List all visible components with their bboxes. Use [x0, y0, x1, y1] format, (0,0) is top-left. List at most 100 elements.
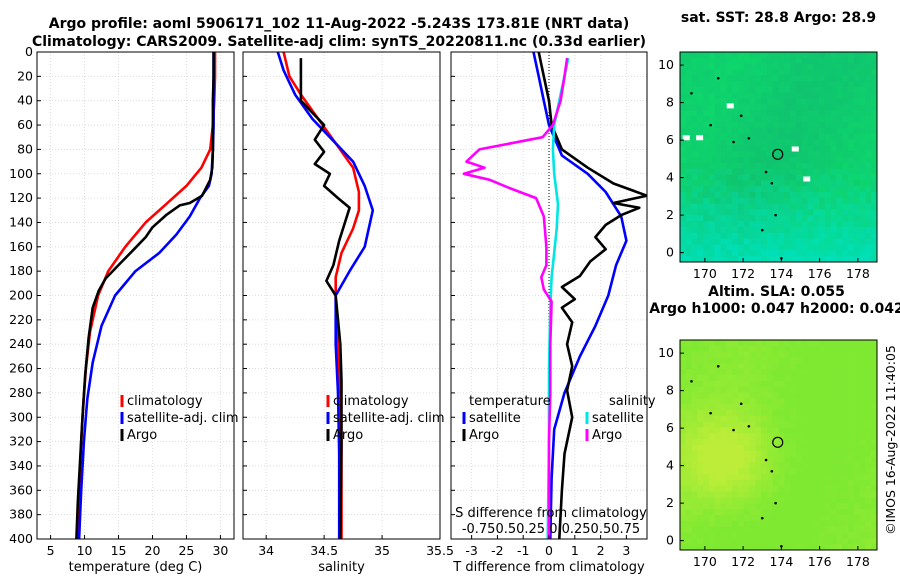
map-cell	[720, 491, 727, 498]
map-cell	[819, 532, 826, 539]
map-cell	[848, 92, 855, 100]
map-cell	[813, 456, 820, 463]
map-cell	[685, 104, 692, 111]
map-cell	[790, 404, 797, 411]
map-cell	[755, 110, 762, 117]
y-tick-label: 320	[9, 434, 33, 449]
map-cell	[853, 122, 861, 129]
map-cell	[784, 380, 791, 388]
map-cell	[848, 168, 855, 175]
map-cell	[726, 386, 733, 393]
map-cell	[801, 392, 808, 399]
map-cell	[842, 174, 849, 181]
map-cell	[853, 157, 861, 164]
map-cell	[865, 98, 872, 105]
map-cell	[830, 192, 837, 199]
map-cell	[737, 256, 745, 263]
map-cell	[813, 133, 820, 140]
map-cell	[714, 81, 721, 88]
map-cell	[772, 215, 779, 222]
map-cell	[691, 532, 698, 539]
map-cell	[755, 468, 762, 475]
map-cell	[755, 92, 762, 100]
map-cell	[830, 485, 837, 493]
map-cell	[680, 122, 687, 129]
map-cell	[737, 532, 745, 539]
map-cell	[778, 98, 785, 105]
map-cell	[720, 340, 727, 347]
map-cell	[720, 244, 727, 251]
map-cell	[726, 415, 733, 423]
map-cell	[853, 244, 861, 251]
map-cell	[732, 468, 739, 475]
map-cell	[743, 363, 750, 370]
map-cell	[766, 491, 774, 498]
map-cell	[871, 104, 878, 111]
map-cell	[819, 122, 826, 129]
map-cell	[784, 503, 791, 510]
map-cell	[830, 357, 837, 364]
map-cell	[813, 92, 820, 100]
map-cell	[830, 227, 837, 234]
map-cell	[708, 168, 716, 175]
map-cell	[737, 238, 745, 245]
map-cell	[726, 456, 733, 463]
map-cell	[865, 392, 872, 399]
map-cell	[720, 174, 727, 181]
map-cell	[726, 474, 733, 481]
map-cell	[807, 244, 814, 251]
map-cell	[778, 203, 785, 210]
map-cell	[737, 122, 745, 129]
map-cell	[726, 133, 733, 140]
map-cell	[761, 480, 768, 487]
y-tick-label: 2	[666, 207, 674, 222]
map-cell	[778, 515, 785, 522]
map-cell	[824, 174, 832, 181]
map-cell	[790, 52, 797, 59]
map-cell	[685, 503, 692, 510]
map-cell	[732, 520, 739, 528]
map-cell	[680, 497, 687, 504]
map-cell	[697, 92, 704, 100]
map-cell	[848, 520, 855, 528]
map-cell	[761, 69, 768, 76]
map-cell	[842, 427, 849, 434]
map-cell	[691, 174, 698, 181]
map-cell	[830, 209, 837, 216]
map-cell	[824, 421, 832, 428]
map-cell	[842, 532, 849, 539]
map-cell	[755, 351, 762, 358]
map-cell	[801, 351, 808, 358]
map-cell	[737, 81, 745, 88]
map-cell	[842, 386, 849, 393]
map-cell	[830, 133, 837, 140]
map-cell	[743, 81, 750, 88]
map-cell	[790, 520, 797, 528]
map-cell	[714, 69, 721, 76]
map-cell	[819, 526, 826, 533]
map-cell	[755, 57, 762, 65]
map-cell	[766, 192, 774, 199]
map-cell	[680, 256, 687, 263]
map-cell	[714, 392, 721, 399]
y-tick-label: 120	[9, 190, 33, 205]
map-title: sat. SST: 28.8 Argo: 28.9	[681, 10, 876, 26]
map-cell	[830, 63, 837, 70]
map-cell	[807, 151, 814, 158]
map-cell	[772, 450, 779, 458]
y-tick-label: 100	[9, 166, 33, 181]
map-cell	[743, 357, 750, 364]
map-cell	[813, 445, 820, 452]
map-cell	[795, 450, 803, 458]
map-cell	[824, 532, 832, 539]
map-cell	[720, 75, 727, 82]
map-cell	[824, 386, 832, 393]
map-cell	[766, 168, 774, 175]
map-cell	[685, 380, 692, 388]
map-cell	[749, 485, 756, 493]
map-cell	[697, 538, 704, 545]
map-cell	[737, 192, 745, 199]
map-cell	[830, 351, 837, 358]
map-cell	[691, 538, 698, 545]
map-cell	[761, 63, 768, 70]
